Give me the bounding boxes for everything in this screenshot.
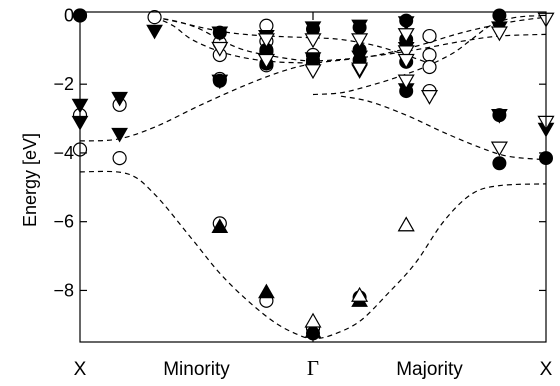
x-axis: X Minority Γ Majority X: [74, 12, 553, 380]
open-triangle-up-marker-1: [304, 312, 322, 328]
band-curve-7: [340, 95, 547, 161]
open-triangle-down-marker-1: [211, 41, 229, 57]
filled-triangle-down-marker-3: [111, 91, 128, 107]
filled-triangle-down-marker-6: [211, 26, 229, 42]
filled-circle-marker-17: [492, 8, 507, 23]
x-label-1: X: [74, 359, 87, 380]
filled-circle-marker-19: [492, 156, 507, 171]
filled-triangle-down-marker-19: [491, 109, 508, 124]
filled-triangle-up-marker-2: [258, 283, 275, 299]
y-tick-label-4: −6: [53, 212, 74, 232]
open-triangle-down-marker-11: [397, 74, 415, 90]
open-triangle-down-marker-12: [420, 89, 439, 105]
open-triangle-down-marker-2: [257, 33, 275, 49]
open-circle-marker-21: [422, 59, 437, 75]
band-curve-6: [312, 15, 547, 96]
open-triangle-up-marker-3: [397, 216, 415, 232]
filled-triangle-down-marker-11: [304, 52, 322, 67]
open-circle-marker-6: [147, 10, 162, 25]
filled-triangle-down-marker-7: [211, 74, 229, 90]
open-triangle-down-marker-6: [351, 33, 369, 49]
open-triangle-down-marker-7: [351, 62, 369, 78]
open-circle-marker-5: [112, 150, 127, 166]
x-label-4: Majority: [396, 359, 463, 380]
y-tick-label-3: −4: [53, 143, 74, 163]
y-tick-label-1: 0: [64, 5, 74, 25]
filled-triangle-down-marker-12: [351, 19, 368, 35]
filled-triangle-down-marker-10: [304, 21, 322, 36]
open-circle-marker-20: [422, 47, 437, 63]
y-axis-title: Energy [eV]: [20, 133, 40, 227]
open-circle-marker-19: [422, 28, 437, 44]
y-axis: 0 −2 −4 −6 −8: [53, 5, 546, 300]
open-triangle-down-marker-13: [490, 26, 508, 42]
band-curve-3: [154, 16, 314, 64]
open-triangle-down-marker-4: [304, 33, 322, 49]
y-tick-label-2: −2: [53, 74, 74, 94]
data-markers: [71, 8, 555, 341]
x-label-3: Γ: [307, 356, 319, 380]
filled-triangle-down-marker-13: [351, 50, 368, 66]
open-triangle-down-marker-10: [397, 53, 415, 69]
open-triangle-down-marker-5: [304, 64, 322, 80]
filled-triangle-down-marker-5: [146, 24, 163, 40]
x-label-2: Minority: [163, 359, 230, 380]
open-triangle-down-marker-9: [397, 45, 415, 61]
filled-triangle-down-marker-15: [397, 16, 415, 31]
filled-triangle-down-marker-4: [111, 127, 128, 143]
band-curve-4: [154, 16, 435, 66]
filled-triangle-up-marker-1: [211, 218, 229, 233]
y-tick-label-5: −8: [53, 280, 74, 300]
open-triangle-down-marker-14: [490, 141, 508, 157]
open-triangle-down-marker-8: [397, 28, 415, 44]
open-triangle-down-marker-3: [257, 53, 275, 69]
x-label-5: X: [540, 359, 553, 380]
open-triangle-up-marker-2: [351, 286, 369, 302]
